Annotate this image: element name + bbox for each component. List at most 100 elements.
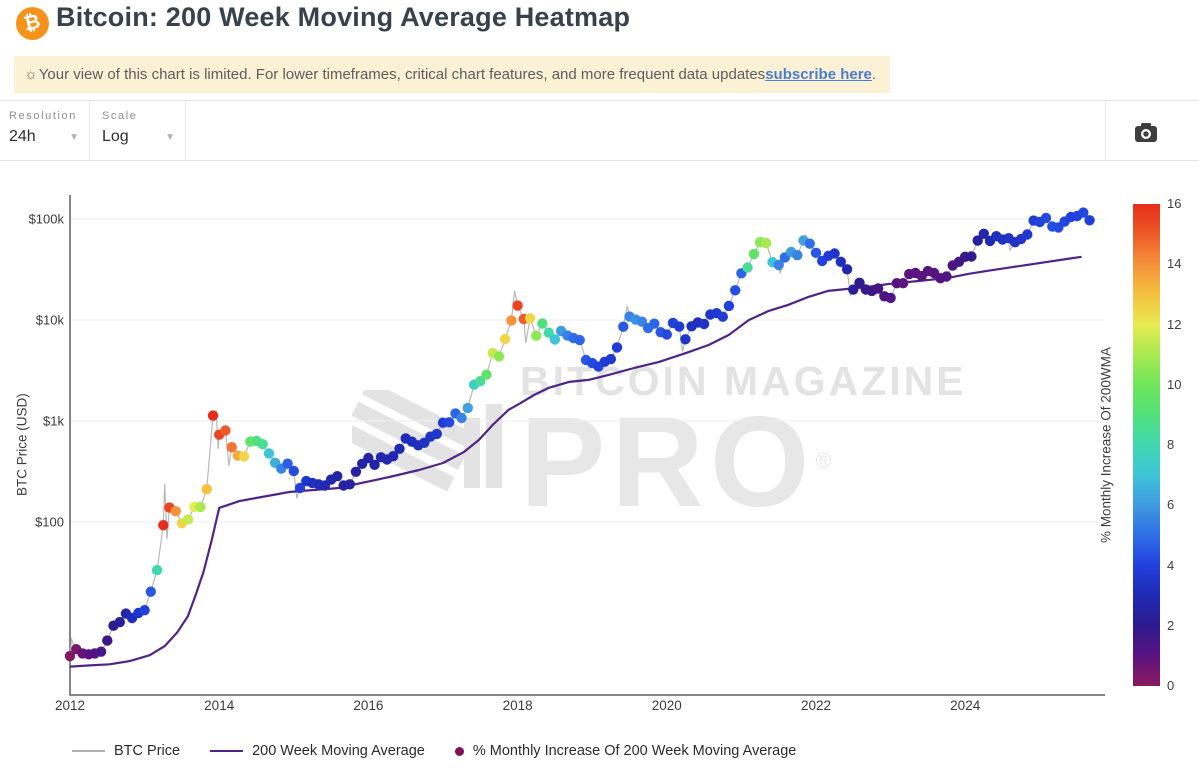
monthly-increase-dot xyxy=(499,333,511,345)
x-tick-label: 2020 xyxy=(652,698,682,713)
x-tick-label: 2018 xyxy=(503,698,533,713)
monthly-increase-dot xyxy=(332,471,343,482)
monthly-increase-dot xyxy=(201,484,212,495)
monthly-increase-dot xyxy=(618,321,629,332)
monthly-increase-dot xyxy=(263,448,275,459)
axis-spine xyxy=(69,195,1105,696)
y-tick-label: $1k xyxy=(43,414,64,429)
monthly-increase-dot xyxy=(966,251,977,262)
chart-legend: BTC Price 200 Week Moving Average % Mont… xyxy=(72,743,796,759)
monthly-increase-dot-swatch xyxy=(454,746,464,756)
sun-icon: ☼ xyxy=(24,66,38,83)
monthly-increase-dot xyxy=(350,466,362,477)
colorbar-tick-label: 0 xyxy=(1167,678,1175,693)
x-tick-label: 2012 xyxy=(55,698,85,713)
monthly-increase-dot xyxy=(574,334,585,346)
monthly-increase-dot xyxy=(674,321,685,332)
monthly-increase-dot xyxy=(941,271,952,282)
monthly-increase-dot xyxy=(64,650,76,662)
monthly-increase-dot xyxy=(388,451,399,462)
snapshot-camera-button[interactable] xyxy=(1133,120,1159,146)
toolbar-divider xyxy=(1105,101,1106,161)
monthly-increase-dot xyxy=(363,452,374,464)
y-tick-label: $100k xyxy=(29,212,65,227)
colorbar-tick-label: 6 xyxy=(1167,497,1175,513)
colorbar xyxy=(1133,204,1160,686)
monthly-increase-dot xyxy=(605,353,616,365)
monthly-increase-dot xyxy=(170,506,181,517)
monthly-increase-dot xyxy=(792,250,803,261)
monthly-increase-dot xyxy=(761,237,772,249)
monthly-increase-dot xyxy=(978,228,989,239)
monthly-increase-dot xyxy=(543,327,554,338)
monthly-increase-dot xyxy=(226,442,237,453)
resolution-group: Resolution 24h ▼ xyxy=(0,101,90,161)
monthly-increase-dot xyxy=(145,586,156,597)
legend-label: BTC Price xyxy=(114,743,181,759)
monthly-increase-dot xyxy=(182,514,194,525)
monthly-increase-dot xyxy=(717,311,728,322)
colorbar-tick-label: 2 xyxy=(1167,617,1175,633)
monthly-increase-dot xyxy=(481,369,492,380)
monthly-increase-dot xyxy=(972,235,983,246)
monthly-increase-dot xyxy=(1078,207,1089,218)
monthly-increase-dot xyxy=(431,428,442,440)
monthly-increase-dot xyxy=(897,278,909,289)
legend-label: 200 Week Moving Average xyxy=(252,743,425,759)
monthly-increase-dot xyxy=(723,300,735,312)
colorbar-tick-label: 4 xyxy=(1167,557,1175,573)
monthly-increase-dot xyxy=(524,313,536,324)
monthly-increase-dot xyxy=(493,351,505,362)
monthly-increase-dot xyxy=(344,479,355,490)
x-tick-label: 2014 xyxy=(204,698,235,713)
colorbar-tick-label: 14 xyxy=(1167,256,1182,272)
monthly-increase-dot xyxy=(1022,229,1033,240)
monthly-increase-dot xyxy=(773,259,784,271)
colorbar-tick-label: 16 xyxy=(1167,196,1182,211)
resolution-label: Resolution xyxy=(9,110,77,122)
scale-select[interactable]: Log ▼ xyxy=(102,128,185,146)
monthly-increase-dot xyxy=(835,256,846,267)
x-tick-label: 2022 xyxy=(801,698,831,713)
legend-item-200wma[interactable]: 200 Week Moving Average xyxy=(210,743,425,759)
camera-icon xyxy=(1135,123,1157,142)
monthly-increase-dot xyxy=(462,402,473,414)
monthly-increase-dot xyxy=(369,459,380,470)
chevron-down-icon: ▼ xyxy=(165,131,175,143)
monthly-increase-dot xyxy=(139,605,150,616)
monthly-increase-dot xyxy=(102,635,113,646)
resolution-select[interactable]: 24h ▼ xyxy=(9,128,89,146)
legend-item-monthly-increase[interactable]: % Monthly Increase Of 200 Week Moving Av… xyxy=(454,743,796,759)
monthly-increase-dot xyxy=(680,334,691,345)
monthly-increase-dot xyxy=(661,329,672,340)
y-axis-title: BTC Price (USD) xyxy=(14,393,30,497)
colorbar-tick-label: 8 xyxy=(1167,437,1175,452)
monthly-increase-dot xyxy=(841,264,853,275)
wma-200-line xyxy=(69,255,1082,668)
monthly-increase-dot xyxy=(114,616,126,628)
monthly-increase-dot xyxy=(549,334,561,345)
x-tick-label: 2016 xyxy=(353,698,383,713)
notice-suffix: . xyxy=(871,66,877,83)
monthly-increase-dot xyxy=(1084,215,1095,226)
monthly-increase-dot xyxy=(885,292,896,304)
monthly-increase-dot xyxy=(854,277,865,288)
monthly-increase-dot xyxy=(158,520,169,531)
x-tick-label: 2024 xyxy=(950,698,981,713)
monthly-increase-dot xyxy=(730,285,741,296)
monthly-increase-dot xyxy=(531,330,542,341)
subscribe-link[interactable]: subscribe here xyxy=(765,66,872,83)
scale-label: Scale xyxy=(102,110,138,122)
monthly-increase-dot xyxy=(512,300,523,311)
chevron-down-icon: ▼ xyxy=(69,131,79,143)
monthly-increase-dot xyxy=(456,412,467,424)
monthly-increase-dot xyxy=(748,248,760,260)
legend-item-btc-price[interactable]: BTC Price xyxy=(72,743,180,759)
monthly-increase-dot xyxy=(220,425,231,436)
monthly-increase-dot xyxy=(238,451,250,462)
monthly-increase-dot xyxy=(698,318,710,330)
watermark-line2: PRO® xyxy=(520,391,832,534)
monthly-increase-dot xyxy=(288,465,299,477)
